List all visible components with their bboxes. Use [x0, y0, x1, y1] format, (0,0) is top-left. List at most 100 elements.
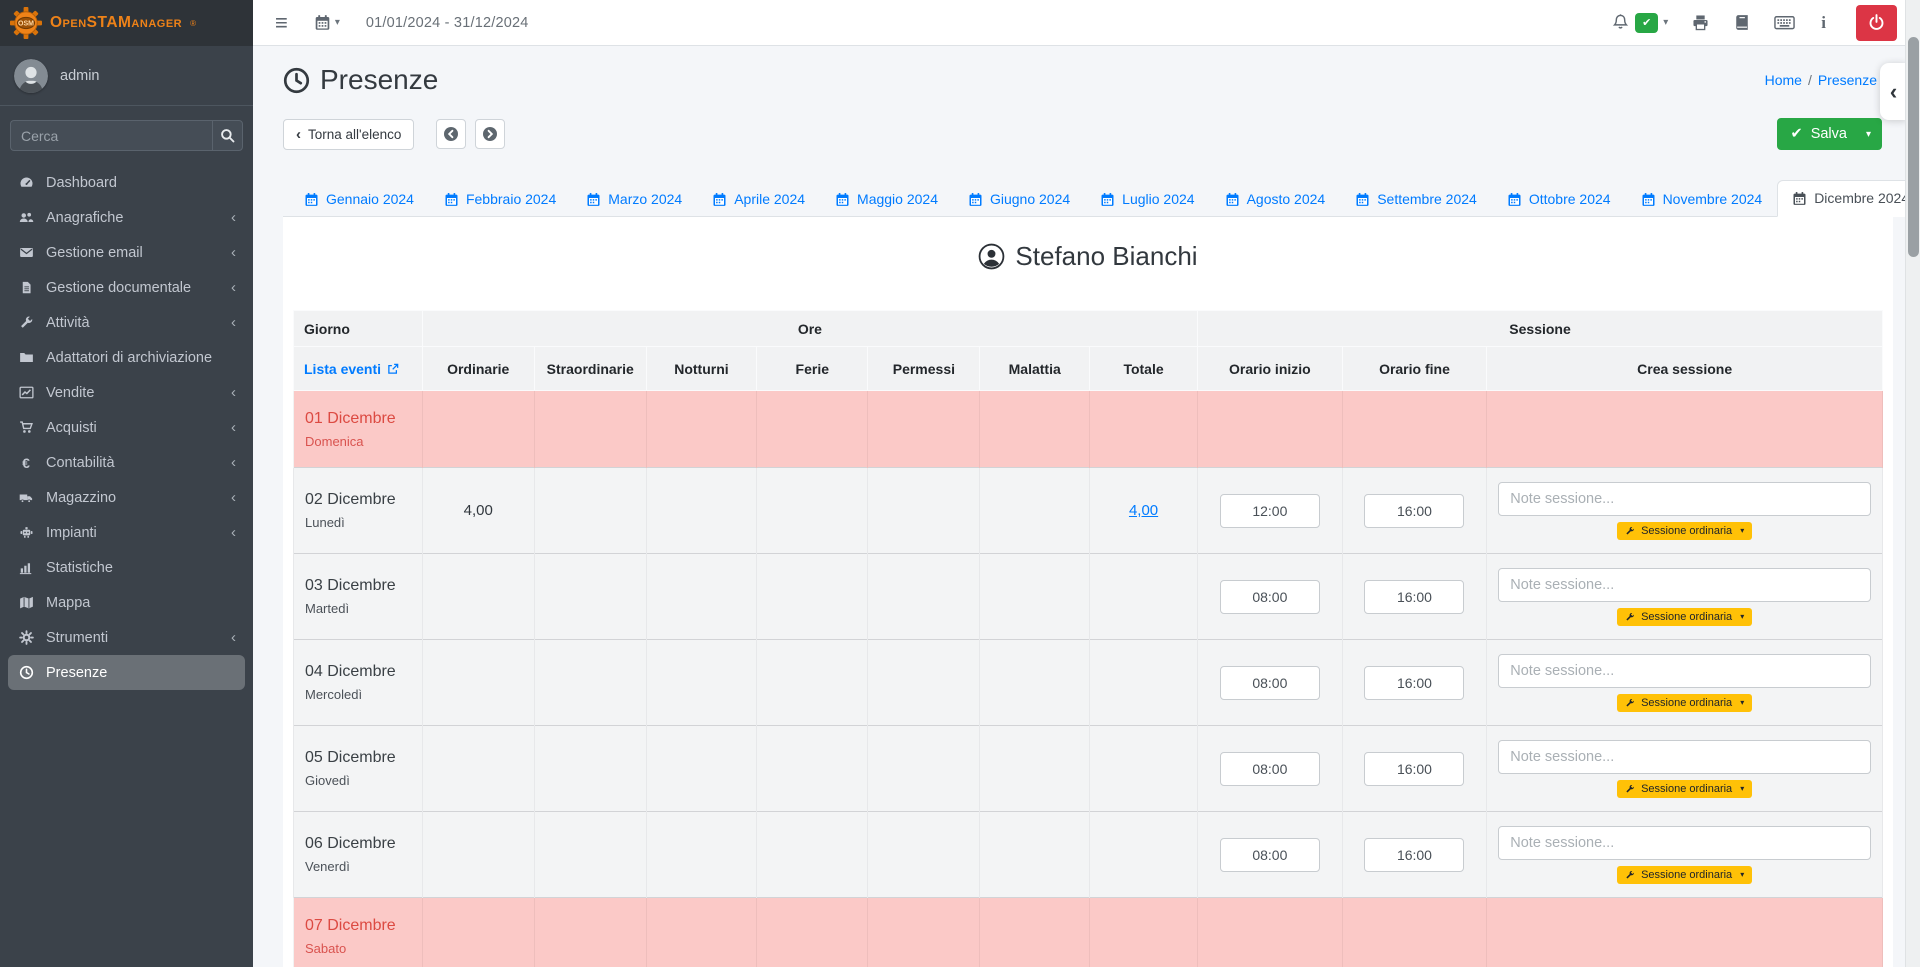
orario-fine-input[interactable] [1364, 493, 1465, 528]
crea-sessione-button[interactable]: Sessione ordinaria ▾ [1617, 865, 1753, 884]
keyboard-shortcuts-icon[interactable] [1774, 13, 1796, 32]
bell-icon [1611, 13, 1630, 32]
avatar[interactable] [14, 59, 48, 93]
sidebar-item-statistiche[interactable]: Statistiche [8, 550, 245, 585]
column-straordinarie: Straordinarie [533, 346, 647, 391]
power-icon [1867, 13, 1886, 32]
right-panel-toggle[interactable]: ‹ [1880, 63, 1907, 120]
sidebar-item-label: Dashboard [46, 174, 117, 191]
totale-link[interactable]: 4,00 [1128, 502, 1159, 519]
chevron-left-icon: ‹ [231, 524, 236, 541]
sidebar-item-magazzino[interactable]: Magazzino ‹ [8, 480, 245, 515]
tab-marzo-2024[interactable]: Marzo 2024 [571, 181, 697, 217]
search-button[interactable] [212, 120, 243, 151]
orario-fine-input[interactable] [1364, 837, 1465, 872]
lista-eventi-link[interactable]: Lista eventi [304, 361, 399, 377]
note-sessione-input[interactable] [1498, 481, 1871, 516]
column-group-sessione: Sessione [1197, 310, 1883, 347]
sidebar-search [10, 120, 243, 151]
crea-sessione-button[interactable]: Sessione ordinaria ▾ [1617, 607, 1753, 626]
sidebar-item-attivita[interactable]: Attività ‹ [8, 305, 245, 340]
row-weekday: Venerdì [305, 859, 350, 874]
tab-gennaio-2024[interactable]: Gennaio 2024 [289, 181, 429, 217]
docs-book-icon[interactable] [1733, 13, 1751, 32]
brand-name: OpenSTAManager [50, 14, 183, 31]
column-ordinarie: Ordinarie [421, 346, 535, 391]
logout-button[interactable] [1856, 4, 1897, 41]
orario-inizio-input[interactable] [1219, 751, 1320, 786]
previous-record-button[interactable] [436, 119, 467, 149]
top-navbar: ≡ ▾ 01/01/2024 - 31/12/2024 ✔ ▾ i [253, 0, 1905, 46]
crea-sessione-button[interactable]: Sessione ordinaria ▾ [1617, 693, 1753, 712]
page-scrollbar[interactable] [1905, 0, 1920, 967]
note-sessione-input[interactable] [1498, 567, 1871, 602]
save-dropdown-caret-icon[interactable]: ▾ [1865, 128, 1871, 140]
tab-maggio-2024[interactable]: Maggio 2024 [820, 181, 953, 217]
print-icon[interactable] [1691, 13, 1710, 32]
orario-inizio-input[interactable] [1219, 837, 1320, 872]
sidebar-item-presenze[interactable]: Presenze [8, 655, 245, 690]
tab-label: Luglio 2024 [1122, 191, 1195, 207]
crea-sessione-button[interactable]: Sessione ordinaria ▾ [1617, 779, 1753, 798]
tab-settembre-2024[interactable]: Settembre 2024 [1340, 181, 1492, 217]
row-date: 03 Dicembre [305, 577, 396, 594]
sidebar-item-dashboard[interactable]: Dashboard [8, 165, 245, 200]
orario-fine-input[interactable] [1364, 751, 1465, 786]
orario-inizio-input[interactable] [1219, 493, 1320, 528]
breadcrumb-current-link[interactable]: Presenze [1817, 72, 1877, 88]
next-record-button[interactable] [475, 119, 506, 149]
breadcrumb-home-link[interactable]: Home [1764, 72, 1802, 88]
sidebar-item-vendite[interactable]: Vendite ‹ [8, 375, 245, 410]
table-row-02-dicembre: 02 Dicembre Lunedì 4,00 4,00 Sessione ord… [293, 467, 1883, 554]
session-button-label: Sessione ordinaria [1641, 868, 1733, 881]
crea-sessione-button[interactable]: Sessione ordinaria ▾ [1617, 521, 1753, 540]
sidebar-item-impianti[interactable]: Impianti ‹ [8, 515, 245, 550]
date-range[interactable]: 01/01/2024 - 31/12/2024 [365, 14, 529, 31]
caret-down-icon: ▾ [1740, 870, 1745, 879]
note-sessione-input[interactable] [1498, 825, 1871, 860]
tab-giugno-2024[interactable]: Giugno 2024 [953, 181, 1085, 217]
sidebar-item-acquisti[interactable]: Acquisti ‹ [8, 410, 245, 445]
sidebar-item-strumenti[interactable]: Strumenti ‹ [8, 620, 245, 655]
tab-luglio-2024[interactable]: Luglio 2024 [1085, 181, 1209, 217]
tab-label: Giugno 2024 [989, 191, 1071, 207]
tab-novembre-2024[interactable]: Novembre 2024 [1626, 181, 1778, 217]
sidebar: OSM OpenSTAManager ® admin [0, 0, 253, 967]
search-icon [220, 128, 235, 143]
sidebar-item-gestione-documentale[interactable]: Gestione documentale ‹ [8, 270, 245, 305]
chevron-left-icon: ‹ [231, 244, 236, 261]
sidebar-item-mappa[interactable]: Mappa [8, 585, 245, 620]
scrollbar-thumb[interactable] [1908, 37, 1919, 257]
info-icon[interactable]: i [1821, 12, 1826, 32]
note-sessione-input[interactable] [1498, 653, 1871, 688]
orario-fine-input[interactable] [1364, 665, 1465, 700]
user-name[interactable]: admin [60, 68, 100, 84]
orario-inizio-input[interactable] [1219, 665, 1320, 700]
sidebar-item-contabilita[interactable]: € Contabilità ‹ [8, 445, 245, 480]
chevron-left-icon: ‹ [231, 629, 236, 646]
sidebar-item-gestione-email[interactable]: Gestione email ‹ [8, 235, 245, 270]
search-input[interactable] [10, 120, 212, 151]
tab-agosto-2024[interactable]: Agosto 2024 [1210, 181, 1341, 217]
orario-inizio-input[interactable] [1219, 579, 1320, 614]
file-icon [17, 280, 35, 295]
brand-header[interactable]: OSM OpenSTAManager ® [0, 0, 253, 46]
sidebar-item-adattatori[interactable]: Adattatori di archiviazione [8, 340, 245, 375]
save-button[interactable]: ✔ Salva ▾ [1776, 118, 1882, 150]
table-row-04-dicembre: 04 Dicembre Mercoledì Sessione ordinaria ▾ [293, 639, 1883, 726]
period-picker[interactable]: ▾ [314, 14, 340, 31]
tab-dicembre-2024[interactable]: Dicembre 2024 [1777, 180, 1905, 217]
tab-febbraio-2024[interactable]: Febbraio 2024 [429, 181, 571, 217]
column-crea-sessione: Crea sessione [1486, 346, 1883, 391]
back-to-list-button[interactable]: ‹ Torna all'elenco [283, 118, 415, 150]
sidebar-item-label: Adattatori di archiviazione [46, 349, 213, 366]
note-sessione-input[interactable] [1498, 739, 1871, 774]
notifications-dropdown[interactable]: ✔ ▾ [1611, 12, 1668, 33]
tab-aprile-2024[interactable]: Aprile 2024 [697, 181, 820, 217]
tab-ottobre-2024[interactable]: Ottobre 2024 [1492, 181, 1626, 217]
caret-down-icon: ▾ [1740, 698, 1745, 707]
hamburger-menu-icon[interactable]: ≡ [275, 9, 288, 35]
sidebar-item-anagrafiche[interactable]: Anagrafiche ‹ [8, 200, 245, 235]
check-icon: ✔ [1790, 126, 1803, 142]
orario-fine-input[interactable] [1364, 579, 1465, 614]
